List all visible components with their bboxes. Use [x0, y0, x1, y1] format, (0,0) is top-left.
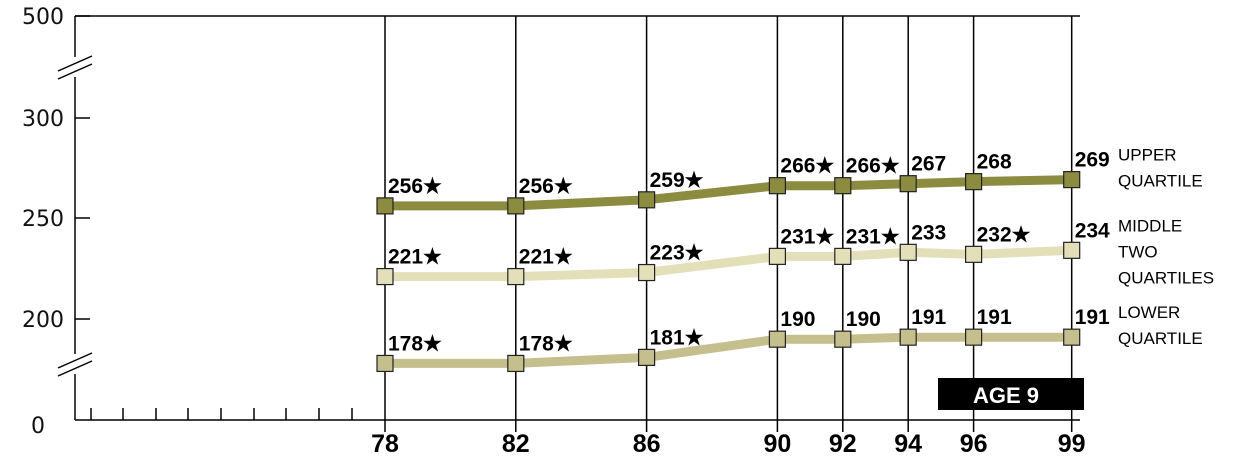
middle-value-label-90: 231★ [780, 225, 834, 248]
age-badge-background [938, 378, 1084, 410]
middle-series-name-line: QUARTILES [1118, 268, 1214, 287]
lower-point-82 [507, 354, 525, 373]
lower-value-label-82: 178★ [519, 332, 573, 355]
lower-value-label-92: 190 [846, 308, 881, 331]
lower-point-94 [899, 328, 917, 346]
middle-value-label-94: 233 [911, 221, 946, 244]
age-badge-label: AGE 9 [973, 383, 1039, 408]
upper-value-label-82: 256★ [519, 175, 573, 198]
middle-value-label-82: 221★ [519, 246, 573, 269]
middle-point-86 [637, 263, 656, 282]
x-tick-labels: 78 82 86 90 92 94 96 99 [371, 430, 1086, 458]
y-tick-label-300: 300 [22, 107, 64, 132]
x-tick-label-94: 94 [894, 430, 922, 458]
x-tick-label-78: 78 [371, 430, 399, 458]
x-minor-ticks [90, 408, 353, 420]
upper-value-label-94: 267 [911, 153, 946, 176]
upper-point-90 [768, 177, 787, 195]
upper-point-92 [834, 177, 852, 195]
y-axis-break-mark-upper-2 [57, 63, 93, 80]
upper-series-name-line: QUARTILE [1118, 172, 1203, 191]
lower-point-86 [637, 348, 656, 366]
middle-point-96 [964, 245, 983, 263]
middle-series-name-line: MIDDLE [1118, 216, 1182, 235]
lower-series-name: LOWER QUARTILE [1118, 303, 1203, 348]
middle-value-label-86: 223★ [650, 242, 704, 265]
middle-series-name: MIDDLE TWO QUARTILES [1118, 216, 1214, 287]
lower-value-label-96: 191 [977, 306, 1012, 329]
upper-value-label-99: 269 [1075, 149, 1110, 172]
y-tick-label-500: 500 [22, 5, 64, 30]
upper-point-99 [1063, 171, 1081, 189]
upper-point-94 [899, 175, 917, 193]
middle-series-name-line: TWO [1118, 242, 1158, 261]
middle-value-label-78: 221★ [388, 246, 442, 269]
upper-series-name: UPPER QUARTILE [1118, 146, 1203, 191]
lower-point-90 [768, 330, 787, 348]
x-tick-label-90: 90 [763, 430, 791, 458]
upper-point-86 [637, 191, 656, 209]
middle-value-label-99: 234 [1075, 219, 1110, 242]
x-tick-label-99: 99 [1058, 430, 1086, 458]
lower-point-78 [376, 354, 394, 373]
lower-series-name-line: QUARTILE [1118, 329, 1203, 348]
middle-series-line [385, 245, 1072, 282]
lower-value-label-86: 181★ [650, 326, 704, 349]
upper-point-96 [964, 173, 983, 191]
lower-point-92 [834, 330, 852, 348]
upper-value-label-86: 259★ [650, 169, 704, 192]
middle-point-92 [834, 247, 852, 265]
y-axis-group: 500 300 250 200 0 [22, 5, 93, 439]
upper-series-line [385, 175, 1072, 211]
upper-series-name-line: UPPER [1118, 146, 1177, 165]
middle-value-label-96: 232★ [977, 223, 1031, 246]
middle-point-99 [1063, 241, 1081, 259]
x-tick-label-86: 86 [633, 430, 661, 458]
upper-value-label-90: 266★ [780, 155, 834, 178]
lower-value-label-94: 191 [911, 306, 946, 329]
middle-point-78 [376, 267, 394, 286]
lower-value-label-90: 190 [780, 308, 815, 331]
lower-point-96 [964, 328, 983, 346]
middle-point-82 [507, 267, 525, 286]
upper-point-78 [376, 197, 394, 215]
upper-value-label-96: 268 [977, 151, 1012, 174]
upper-value-label-92: 266★ [846, 155, 900, 178]
upper-value-label-78: 256★ [388, 175, 442, 198]
middle-point-94 [899, 243, 917, 261]
y-axis-break-mark-lower-1 [57, 352, 93, 369]
y-tick-label-0: 0 [31, 414, 45, 439]
lower-series-line [385, 332, 1072, 368]
middle-value-label-92: 231★ [846, 225, 900, 248]
lower-value-label-99: 191 [1075, 306, 1110, 329]
middle-point-90 [768, 247, 787, 265]
upper-point-82 [507, 197, 525, 215]
x-tick-label-92: 92 [829, 430, 857, 458]
series-layer: 256★ 256★ 259★ 266★ 266★ 267 268 269 UPPER QUARTI… [376, 146, 1214, 373]
y-tick-label-200: 200 [22, 308, 64, 333]
y-tick-label-250: 250 [22, 207, 64, 232]
lower-series-name-line: LOWER [1118, 303, 1180, 322]
x-tick-label-82: 82 [502, 430, 530, 458]
y-axis-break-mark-lower-2 [57, 360, 93, 377]
x-tick-label-96: 96 [960, 430, 988, 458]
lower-point-99 [1063, 328, 1081, 346]
age-badge: AGE 9 [938, 378, 1084, 410]
lower-value-label-78: 178★ [388, 332, 442, 355]
vertical-gridlines [384, 16, 1073, 432]
y-axis-break-mark-upper-1 [57, 55, 93, 72]
